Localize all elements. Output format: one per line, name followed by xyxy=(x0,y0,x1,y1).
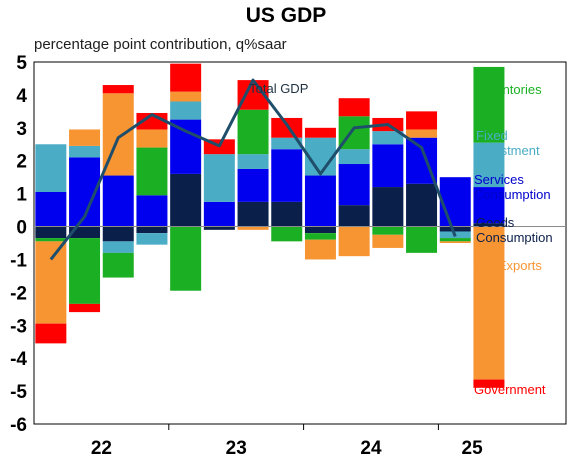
bar-segment-goods-consumption xyxy=(473,223,505,227)
bar-segment-services-consumption xyxy=(372,144,404,188)
bar-segment-inventories xyxy=(473,66,505,143)
y-tick-label: 3 xyxy=(16,119,27,140)
y-tick-label: -6 xyxy=(10,415,27,436)
bar-segment-inventories xyxy=(406,226,438,253)
bar-segment-services-consumption xyxy=(170,119,202,174)
bar-segment-inventories xyxy=(304,233,336,240)
bar-segment-inventories xyxy=(372,226,404,235)
bar-segment-services-consumption xyxy=(473,187,505,224)
bar-segment-fixed-investment xyxy=(69,145,101,158)
bar-segment-fixed-investment xyxy=(237,154,269,169)
bar-segment-inventories xyxy=(69,238,101,304)
bar-segment-goods-consumption xyxy=(372,187,404,227)
series-label: Services xyxy=(474,172,524,187)
bar-segment-net-exports xyxy=(473,226,505,380)
chart-title: US GDP xyxy=(245,4,327,27)
y-tick-label: 5 xyxy=(16,53,27,74)
bar-segment-goods-consumption xyxy=(304,226,336,234)
bar-segment-fixed-investment xyxy=(35,144,67,192)
bar-segment-government xyxy=(406,111,438,130)
bar-segment-government xyxy=(170,63,202,92)
bar-segment-services-consumption xyxy=(271,149,303,202)
x-tick-label: 22 xyxy=(91,438,112,459)
bar-segment-services-consumption xyxy=(35,191,67,227)
bar-segment-goods-consumption xyxy=(271,201,303,227)
y-tick-label: 1 xyxy=(16,185,27,206)
x-tick-label: 25 xyxy=(462,438,484,459)
bar-segment-inventories xyxy=(170,226,202,291)
bar-segment-government xyxy=(69,303,101,313)
y-tick-label: 4 xyxy=(16,86,27,107)
bar-segment-net-exports xyxy=(69,129,101,146)
bar-segment-government xyxy=(102,85,134,94)
bar-segment-fixed-investment xyxy=(170,101,202,120)
bar-segment-fixed-investment xyxy=(203,154,235,202)
bar-segment-goods-consumption xyxy=(338,205,370,227)
x-tick-label: 23 xyxy=(226,438,247,459)
y-tick-label: -5 xyxy=(10,382,27,403)
series-label: Inventories xyxy=(478,82,542,97)
bar-segment-net-exports xyxy=(406,129,438,138)
bar-segment-net-exports xyxy=(304,239,336,260)
y-tick-label: 2 xyxy=(16,152,27,173)
bar-segment-net-exports xyxy=(237,226,269,230)
y-tick-label: -1 xyxy=(10,250,27,271)
series-label: Investment xyxy=(476,143,540,158)
bar-segment-government xyxy=(35,323,67,344)
bar-segment-government xyxy=(338,98,370,117)
bar-segment-fixed-investment xyxy=(102,241,134,253)
bar-segment-goods-consumption xyxy=(237,201,269,227)
series-label: Fixed xyxy=(476,128,508,143)
bar-segment-goods-consumption xyxy=(136,226,168,234)
series-label: Goods xyxy=(476,215,515,230)
bar-segment-inventories xyxy=(439,238,471,242)
bar-segment-inventories xyxy=(35,238,67,242)
series-label: Government xyxy=(474,382,546,397)
bar-segment-fixed-investment xyxy=(136,233,168,245)
x-tick-label: 24 xyxy=(360,438,382,459)
bar-segment-net-exports xyxy=(338,226,370,257)
bar-segment-services-consumption xyxy=(439,177,471,227)
bar-segment-fixed-investment xyxy=(473,142,505,188)
bar-segment-goods-consumption xyxy=(102,226,134,242)
bar-segment-government xyxy=(304,127,336,138)
bar-segment-services-consumption xyxy=(304,175,336,227)
bar-segment-fixed-investment xyxy=(338,149,370,165)
bar-segment-goods-consumption xyxy=(439,226,471,232)
bar-segment-goods-consumption xyxy=(69,226,101,239)
series-label: Net Exports xyxy=(474,258,542,273)
y-tick-label: -4 xyxy=(10,349,27,370)
chart-subtitle: percentage point contribution, q%saar xyxy=(34,36,287,53)
bar-segment-government xyxy=(473,379,505,388)
bar-segment-goods-consumption xyxy=(406,183,438,227)
bar-segment-fixed-investment xyxy=(372,131,404,145)
bar-segment-services-consumption xyxy=(338,164,370,206)
bar-segment-net-exports xyxy=(136,129,168,148)
bar-segment-net-exports xyxy=(439,241,471,243)
series-label: Consumption xyxy=(476,230,553,245)
bar-segment-inventories xyxy=(237,109,269,155)
bar-segment-fixed-investment xyxy=(271,137,303,150)
bar-segment-net-exports xyxy=(35,241,67,324)
bar-segment-government xyxy=(271,117,303,138)
bar-segment-net-exports xyxy=(170,91,202,102)
total-gdp-label: Total GDP xyxy=(249,81,308,96)
y-tick-label: -2 xyxy=(10,283,27,304)
bar-segment-inventories xyxy=(271,226,303,242)
total-gdp-line xyxy=(49,78,457,261)
bar-segment-services-consumption xyxy=(102,175,134,227)
bar-segment-inventories xyxy=(136,147,168,196)
bar-segment-services-consumption xyxy=(203,201,235,227)
y-tick-label: -3 xyxy=(10,316,27,337)
bar-segment-inventories xyxy=(102,252,134,278)
bar-segment-services-consumption xyxy=(237,168,269,202)
y-tick-label: 0 xyxy=(16,218,27,239)
bar-segment-net-exports xyxy=(372,234,404,248)
bar-segment-services-consumption xyxy=(136,195,168,227)
bar-segment-goods-consumption xyxy=(35,226,67,239)
bar-segment-goods-consumption xyxy=(203,226,235,230)
series-label: Consumption xyxy=(474,187,551,202)
bar-segment-goods-consumption xyxy=(170,173,202,227)
